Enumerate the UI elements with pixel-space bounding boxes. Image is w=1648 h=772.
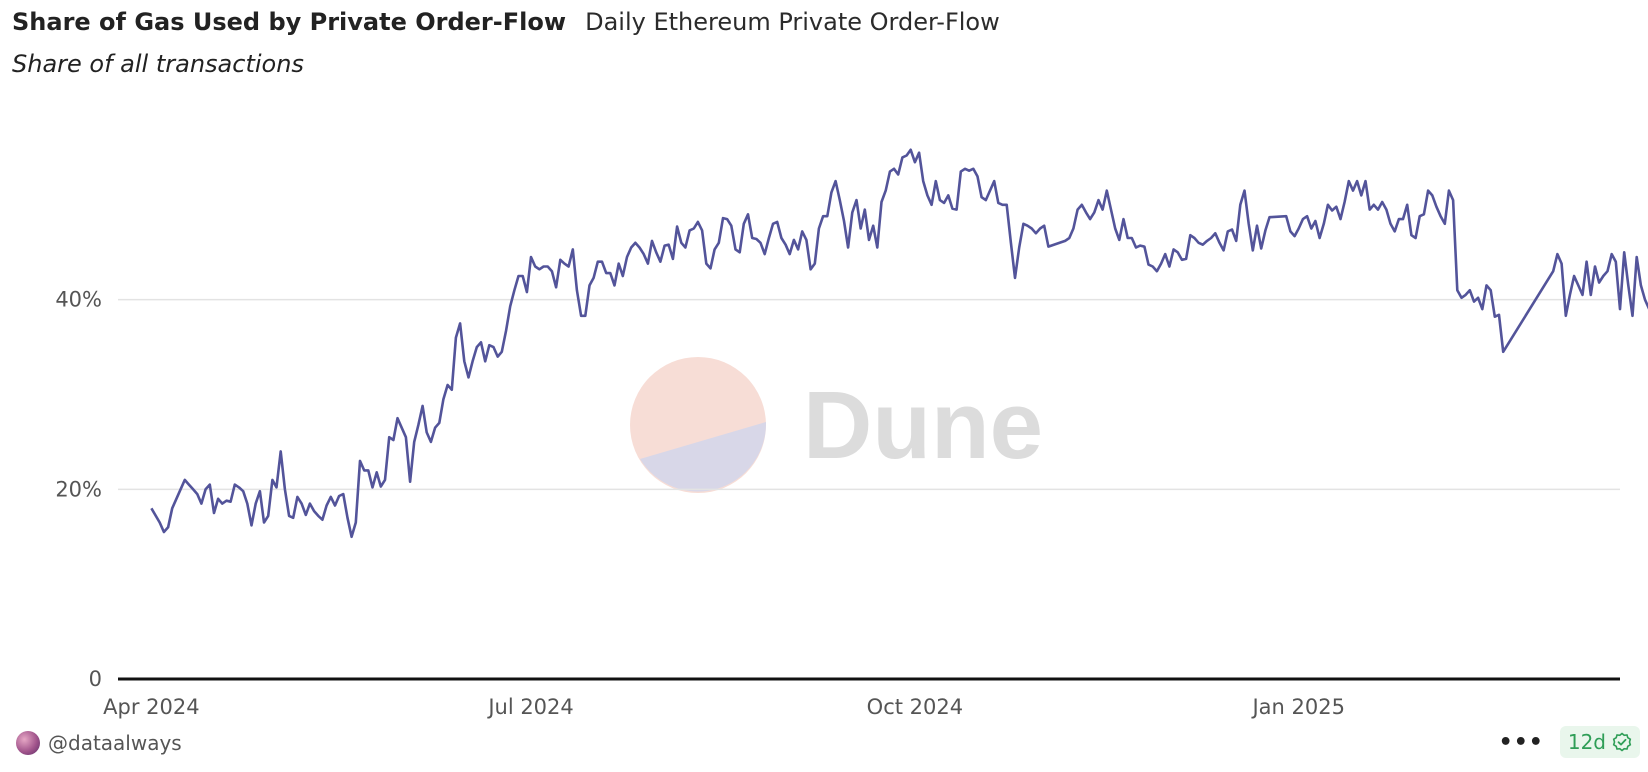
x-tick-label: Jul 2024	[486, 695, 573, 719]
x-tick-label: Jan 2025	[1250, 695, 1345, 719]
refresh-badge[interactable]: 12d	[1559, 726, 1640, 758]
refresh-age: 12d	[1567, 730, 1606, 754]
chart-caption: Share of all transactions	[12, 50, 304, 78]
y-tick-label: 40%	[55, 288, 102, 312]
verified-check-icon	[1612, 732, 1632, 752]
chart-title: Share of Gas Used by Private Order-Flow	[12, 8, 566, 36]
y-tick-label: 20%	[55, 477, 102, 501]
watermark-text: Dune	[803, 372, 1043, 479]
chart-subtitle: Daily Ethereum Private Order-Flow	[585, 8, 1000, 36]
author-footer[interactable]: @dataalways	[16, 728, 182, 758]
more-options-button[interactable]: •••	[1498, 729, 1544, 755]
dune-watermark: Dune	[630, 357, 1043, 493]
chart-header: Share of Gas Used by Private Order-Flow …	[12, 8, 1636, 88]
series-line	[150, 148, 1648, 539]
watermark-circle-bottom	[640, 422, 767, 492]
x-tick-label: Oct 2024	[867, 695, 963, 719]
x-tick-label: Apr 2024	[103, 695, 199, 719]
footer-actions: ••• 12d	[1499, 726, 1640, 758]
avatar[interactable]	[16, 731, 40, 755]
author-handle[interactable]: @dataalways	[48, 731, 182, 755]
y-tick-label: 0	[89, 667, 102, 691]
